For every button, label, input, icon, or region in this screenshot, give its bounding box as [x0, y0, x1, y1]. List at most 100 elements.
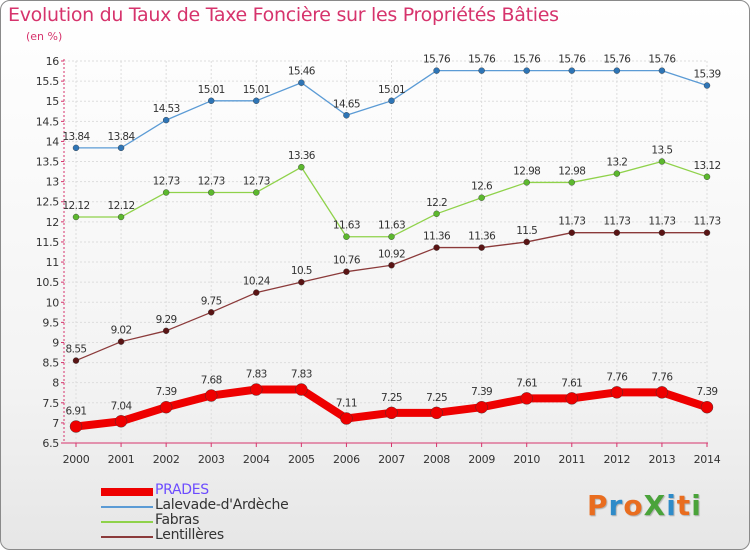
- data-point: [343, 233, 350, 240]
- data-point: [208, 309, 215, 316]
- data-label: 7.83: [246, 369, 267, 381]
- data-point: [613, 170, 621, 177]
- data-point: [162, 116, 170, 124]
- data-point: [385, 406, 398, 420]
- x-tick-label: 2010: [513, 453, 540, 466]
- data-point: [703, 82, 711, 89]
- data-label: 11.73: [693, 216, 720, 228]
- data-label: 11.5: [516, 225, 537, 237]
- x-tick-label: 2012: [603, 453, 630, 466]
- y-tick-label: 6.5: [42, 437, 59, 450]
- data-point: [159, 401, 173, 414]
- data-label: 14.53: [153, 103, 180, 115]
- x-tick-label: 2000: [63, 453, 90, 466]
- legend-swatch: [101, 521, 153, 523]
- data-point: [568, 67, 575, 74]
- x-tick-label: 2005: [288, 453, 315, 466]
- x-tick-label: 2002: [153, 453, 180, 466]
- data-point: [208, 97, 215, 105]
- data-label: 10.76: [333, 255, 361, 267]
- y-unit-label: (en %): [26, 30, 63, 43]
- x-tick-label: 2009: [468, 453, 495, 466]
- legend-swatch: [101, 488, 153, 496]
- data-point: [72, 357, 80, 364]
- data-point: [253, 289, 260, 296]
- data-point: [523, 238, 530, 246]
- data-label: 12.6: [471, 181, 493, 193]
- data-label: 7.68: [201, 375, 222, 387]
- data-label: 10.24: [243, 276, 271, 288]
- data-point: [520, 392, 533, 405]
- data-label: 15.01: [243, 84, 270, 96]
- y-tick-label: 11.5: [36, 236, 60, 249]
- legend-swatch: [101, 536, 153, 538]
- data-label: 7.76: [606, 371, 628, 383]
- y-tick-label: 12.5: [36, 196, 60, 209]
- data-label: 11.63: [378, 220, 405, 232]
- y-tick-label: 14.5: [36, 115, 60, 128]
- data-label: 7.11: [336, 397, 357, 409]
- data-point: [69, 420, 83, 433]
- data-label: 7.61: [516, 377, 537, 389]
- data-point: [250, 383, 263, 396]
- data-label: 11.73: [558, 216, 585, 228]
- data-point: [658, 67, 666, 74]
- data-point: [433, 67, 440, 74]
- data-point: [565, 392, 578, 405]
- data-point: [298, 79, 305, 86]
- data-label: 9.75: [201, 295, 222, 307]
- y-tick-label: 7.5: [42, 397, 59, 410]
- data-label: 12.73: [243, 175, 270, 187]
- data-label: 13.5: [651, 145, 672, 157]
- data-label: 10.5: [291, 265, 312, 277]
- y-tick-label: 8.5: [42, 357, 59, 370]
- data-label: 7.39: [471, 386, 492, 398]
- data-label: 12.98: [558, 165, 585, 177]
- data-point: [72, 213, 80, 221]
- data-label: 11.36: [423, 231, 451, 243]
- data-label: 6.91: [66, 406, 87, 418]
- legend-label: Lalevade-d'Ardèche: [155, 497, 289, 513]
- data-label: 11.63: [333, 220, 360, 232]
- x-tick-label: 2011: [558, 453, 585, 466]
- data-point: [340, 412, 353, 425]
- data-point: [298, 163, 305, 171]
- data-point: [205, 389, 218, 402]
- x-tick-label: 2006: [333, 453, 360, 466]
- y-tick-label: 11: [46, 256, 59, 269]
- data-label: 10.92: [378, 248, 405, 260]
- data-label: 9.29: [156, 314, 177, 326]
- data-point: [523, 67, 530, 74]
- data-label: 11.73: [603, 216, 630, 228]
- data-label: 15.39: [693, 69, 720, 81]
- data-point: [117, 338, 125, 345]
- y-tick-label: 13: [46, 176, 60, 189]
- data-label: 12.73: [153, 175, 180, 187]
- data-point: [475, 401, 488, 414]
- data-point: [343, 112, 350, 119]
- data-label: 15.76: [513, 54, 541, 66]
- data-label: 13.36: [288, 150, 316, 162]
- data-label: 13.84: [108, 131, 136, 143]
- data-point: [162, 189, 170, 196]
- x-tick-label: 2007: [378, 453, 405, 466]
- y-tick-label: 10: [46, 296, 60, 309]
- data-point: [478, 67, 485, 74]
- data-label: 12.98: [513, 165, 540, 177]
- data-label: 12.12: [62, 200, 89, 212]
- y-tick-label: 13.5: [36, 156, 60, 169]
- y-tick-label: 16: [46, 55, 60, 68]
- data-label: 15.76: [648, 54, 676, 66]
- legend-label: PRADES: [155, 482, 209, 498]
- x-tick-label: 2004: [243, 453, 270, 466]
- data-point: [208, 189, 215, 196]
- y-tick-label: 9: [52, 336, 59, 349]
- data-label: 7.39: [697, 386, 718, 398]
- data-point: [433, 210, 440, 218]
- data-point: [295, 383, 308, 396]
- data-point: [114, 415, 128, 428]
- data-label: 7.83: [291, 369, 312, 381]
- data-point: [343, 268, 350, 275]
- data-point: [703, 229, 711, 236]
